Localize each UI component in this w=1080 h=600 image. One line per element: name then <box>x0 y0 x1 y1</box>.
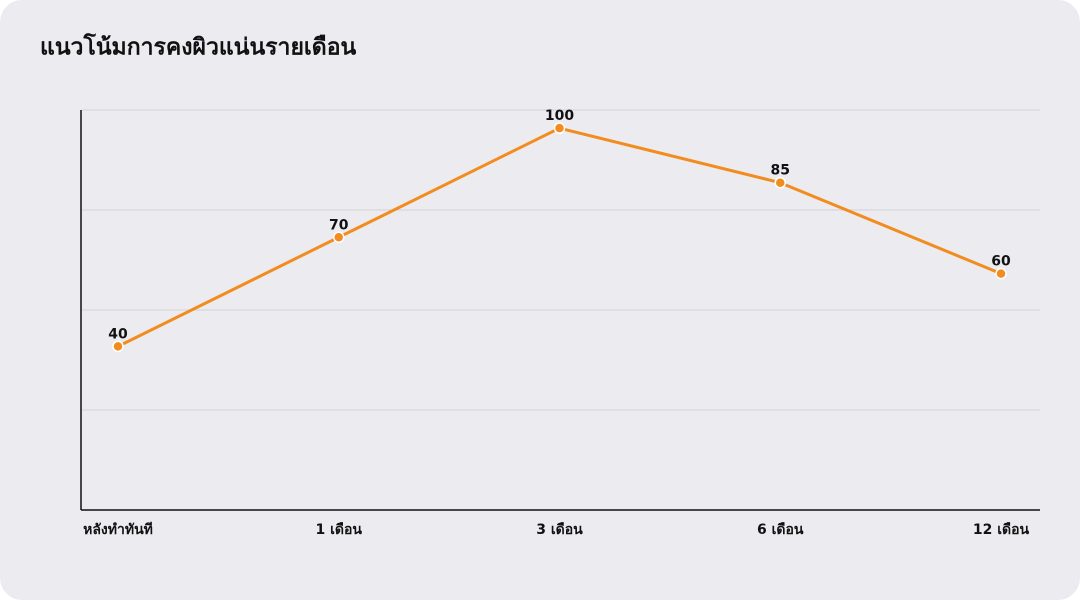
point <box>774 176 786 189</box>
value-label: 85 <box>771 163 790 179</box>
point <box>995 267 1007 280</box>
value-label: 60 <box>991 254 1011 270</box>
x-tick-label: 1 เดือน <box>316 522 363 538</box>
x-tick-label: 12 เดือน <box>973 522 1030 538</box>
point <box>333 231 345 244</box>
point <box>112 340 124 353</box>
value-label: 40 <box>108 326 128 342</box>
value-label: 100 <box>545 108 574 124</box>
x-tick-label: หลังทำทันที <box>83 522 153 538</box>
line <box>117 126 1002 348</box>
chart-title: แนวโน้มการคงผิวแน่นรายเดือน <box>40 33 357 61</box>
x-tick-label: 3 เดือน <box>536 522 583 538</box>
x-tick-label: 6 เดือน <box>757 522 804 538</box>
point <box>553 122 566 134</box>
value-label: 70 <box>329 217 349 233</box>
